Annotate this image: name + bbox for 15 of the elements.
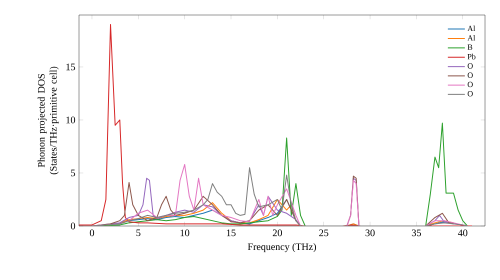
x-tick-label: 40 bbox=[458, 230, 468, 236]
y-tick-label: 15 bbox=[66, 64, 76, 70]
x-axis-title: Frequency (THz) bbox=[248, 243, 316, 252]
x-tick-label: 5 bbox=[136, 230, 140, 236]
x-tick-label: 15 bbox=[226, 230, 236, 236]
x-tick-label: 25 bbox=[319, 230, 328, 236]
y-axis-title: Phonon projected DOS (States/THz·primitive cell) bbox=[38, 66, 59, 174]
x-tick-label: 30 bbox=[366, 230, 375, 236]
x-tick-label: 20 bbox=[272, 230, 282, 236]
x-tick-label: 35 bbox=[412, 230, 422, 236]
x-tick-label: 10 bbox=[180, 230, 190, 236]
x-tick-label: 0 bbox=[90, 230, 94, 236]
y-tick-label: 0 bbox=[70, 222, 76, 230]
y-tick-label: 5 bbox=[71, 170, 76, 176]
y-tick-label: 10 bbox=[66, 116, 76, 124]
